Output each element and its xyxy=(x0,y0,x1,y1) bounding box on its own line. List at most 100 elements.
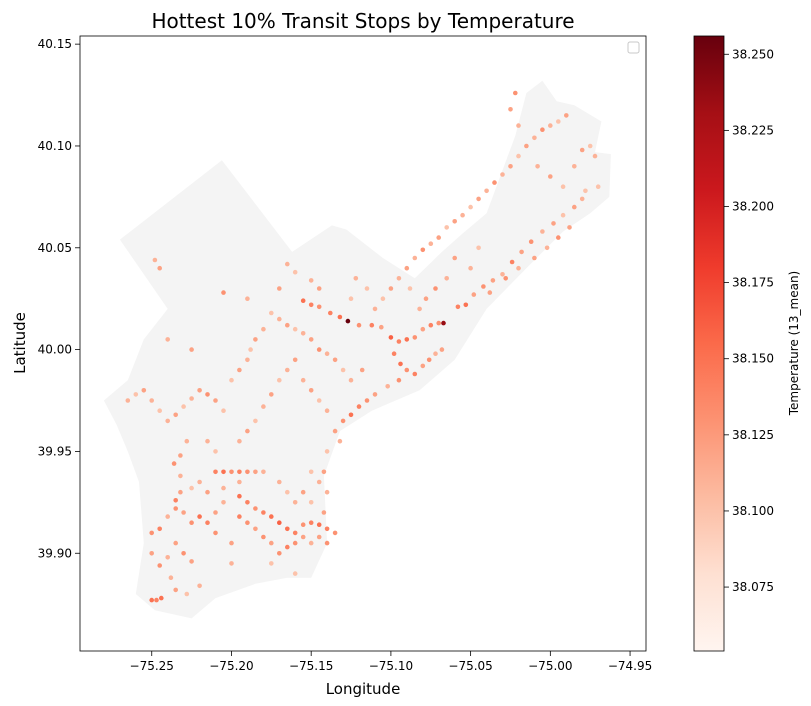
transit-stop-point xyxy=(321,469,327,475)
transit-stop-point xyxy=(253,506,258,511)
transit-stop-point xyxy=(292,357,298,363)
transit-stop-point xyxy=(154,597,159,603)
transit-stop-point xyxy=(292,540,298,546)
transit-stop-point xyxy=(308,520,314,525)
transit-stop-point xyxy=(532,255,537,261)
transit-stop-point xyxy=(269,561,274,566)
transit-stop-point xyxy=(173,498,178,503)
transit-stop-point xyxy=(261,404,266,409)
city-boundary xyxy=(103,80,611,619)
transit-stop-point xyxy=(556,119,561,124)
y-tick-label: 39.95 xyxy=(38,444,72,458)
transit-stop-point xyxy=(516,265,521,271)
transit-stop-point xyxy=(141,388,147,393)
transit-stop-point xyxy=(583,188,588,194)
transit-stop-point xyxy=(133,392,139,397)
transit-stop-point xyxy=(420,363,426,369)
transit-stop-point xyxy=(165,555,170,560)
transit-stop-point xyxy=(364,286,370,291)
transit-stop-point xyxy=(560,212,566,218)
transit-stop-point xyxy=(184,591,190,597)
transit-stop-point xyxy=(245,357,250,363)
transit-stop-point xyxy=(481,284,486,289)
transit-stop-point xyxy=(476,245,481,251)
transit-stop-point xyxy=(277,551,282,556)
colorbar-tick-label: 38.075 xyxy=(732,580,774,594)
colorbar-tick-label: 38.100 xyxy=(732,504,774,518)
transit-stop-point xyxy=(364,398,370,403)
transit-stop-point xyxy=(229,540,234,546)
transit-stop-point xyxy=(468,204,473,210)
transit-stop-point xyxy=(417,306,422,312)
transit-stop-point xyxy=(197,514,202,519)
transit-stop-point xyxy=(221,408,226,414)
colorbar-ticks: 38.075 38.100 38.125 38.150 38.175 38.200 38.2… xyxy=(724,47,774,594)
transit-stop-point xyxy=(560,184,566,189)
transit-stop-point xyxy=(253,526,258,532)
transit-stop-point xyxy=(308,388,314,393)
transit-stop-point xyxy=(237,514,242,519)
transit-stop-point xyxy=(316,522,322,527)
transit-stop-point xyxy=(221,500,226,505)
transit-stop-point xyxy=(391,351,397,357)
transit-stop-point xyxy=(444,276,450,281)
transit-stop-point xyxy=(173,540,178,546)
transit-stop-point xyxy=(261,326,266,332)
transit-stop-point xyxy=(269,392,274,397)
transit-stop-point xyxy=(285,367,290,373)
transit-stop-point xyxy=(300,534,306,540)
transit-stop-point xyxy=(484,188,489,194)
transit-stop-point xyxy=(340,367,346,373)
transit-stop-point xyxy=(433,286,438,291)
transit-stop-point xyxy=(300,522,306,527)
transit-stop-point xyxy=(189,520,194,525)
transit-stop-point xyxy=(548,174,553,179)
transit-stop-point xyxy=(292,500,298,505)
transit-stop-point xyxy=(321,510,327,515)
transit-stop-point xyxy=(332,357,338,363)
transit-stop-point xyxy=(300,331,306,336)
transit-stop-point xyxy=(253,469,258,475)
transit-stop-point xyxy=(332,530,338,536)
transit-stop-point xyxy=(292,571,298,576)
transit-stop-point xyxy=(340,418,346,424)
transit-stop-point xyxy=(205,520,210,525)
transit-stop-point xyxy=(460,212,465,218)
transit-stop-point xyxy=(372,392,378,397)
transit-stop-point xyxy=(261,469,266,475)
transit-stop-point xyxy=(197,388,202,393)
transit-stop-point xyxy=(441,320,446,326)
transit-stop-point xyxy=(308,302,314,308)
transit-stop-point xyxy=(237,479,242,485)
transit-stop-point xyxy=(428,241,434,246)
transit-stop-point xyxy=(189,396,194,401)
transit-stop-point xyxy=(572,164,577,169)
transit-stop-point xyxy=(324,540,330,546)
transit-stop-point xyxy=(572,204,577,210)
transit-stop-point xyxy=(157,526,162,532)
transit-stop-point xyxy=(197,479,202,485)
chart-title: Hottest 10% Transit Stops by Temperature xyxy=(151,9,574,33)
transit-stop-point xyxy=(173,587,178,593)
transit-stop-point xyxy=(452,219,458,224)
transit-stop-point xyxy=(508,107,513,112)
transit-stop-point xyxy=(372,306,378,312)
plot-area: −75.25 −75.20 −75.15 −75.10 −75.05 −75.00 −74.… xyxy=(38,35,652,673)
transit-stop-point xyxy=(277,316,282,322)
transit-stop-point xyxy=(237,469,242,475)
transit-stop-point xyxy=(237,493,242,499)
transit-stop-point xyxy=(316,286,322,291)
transit-stop-point xyxy=(285,544,290,550)
transit-stop-point xyxy=(292,326,298,332)
transit-stop-point xyxy=(157,563,162,568)
transit-stop-point xyxy=(345,318,351,324)
colorbar-tick-label: 38.175 xyxy=(732,276,774,290)
transit-stop-point xyxy=(388,286,394,291)
transit-stop-point xyxy=(423,296,429,302)
transit-stop-point xyxy=(396,377,402,383)
transit-stop-point xyxy=(404,367,410,373)
transit-stop-point xyxy=(337,438,343,444)
transit-stop-point xyxy=(404,265,410,271)
colorbar-gradient xyxy=(693,35,725,652)
transit-stop-point xyxy=(532,135,537,141)
